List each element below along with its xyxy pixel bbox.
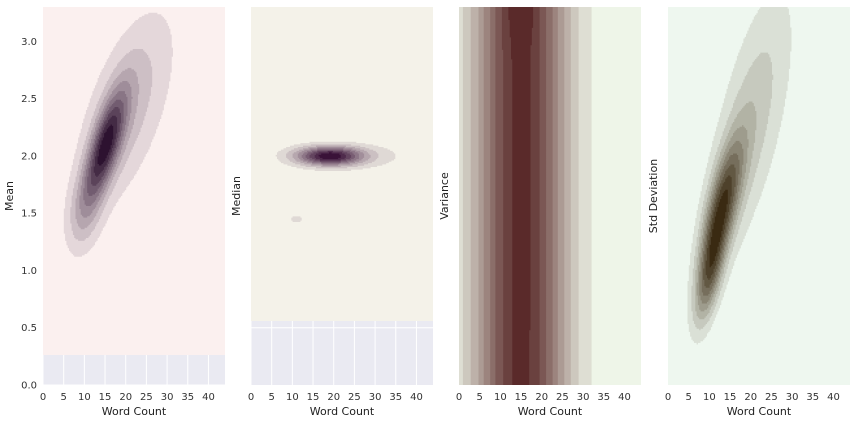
x-tick-label: 30 bbox=[577, 392, 590, 403]
x-tick-label: 0 bbox=[40, 392, 46, 403]
x-tick-label: 10 bbox=[286, 392, 299, 403]
density-contours bbox=[43, 7, 225, 355]
contour-level-9 bbox=[508, 7, 534, 385]
x-axis-label: Word Count bbox=[518, 405, 583, 418]
x-tick-label: 15 bbox=[307, 392, 320, 403]
x-tick-label: 25 bbox=[556, 392, 569, 403]
x-tick-label: 5 bbox=[60, 392, 66, 403]
y-tick-label: 0.5 bbox=[21, 323, 37, 334]
x-tick-label: 25 bbox=[765, 392, 778, 403]
x-tick-label: 40 bbox=[618, 392, 631, 403]
contour-level-9 bbox=[318, 152, 341, 160]
density-contours bbox=[251, 7, 433, 321]
y-axis-label: Std Deviation bbox=[647, 159, 660, 233]
x-tick-label: 35 bbox=[181, 392, 194, 403]
contour-level-9 bbox=[97, 124, 114, 166]
kde-panel-3: 0 5 10 15 20 25 30 35 40 Word Count Variance bbox=[438, 7, 641, 418]
x-tick-label: 10 bbox=[703, 392, 716, 403]
x-tick-label: 0 bbox=[456, 392, 462, 403]
x-tick-label: 5 bbox=[268, 392, 274, 403]
y-tick-label: 1.5 bbox=[21, 209, 37, 220]
x-tick-label: 25 bbox=[348, 392, 361, 403]
x-tick-label: 30 bbox=[369, 392, 382, 403]
x-axis-label: Word Count bbox=[102, 405, 167, 418]
x-tick-label: 30 bbox=[161, 392, 174, 403]
x-tick-label: 15 bbox=[515, 392, 528, 403]
x-tick-label: 15 bbox=[724, 392, 737, 403]
x-tick-label: 10 bbox=[494, 392, 507, 403]
x-tick-label: 0 bbox=[248, 392, 254, 403]
x-tick-label: 10 bbox=[78, 392, 91, 403]
x-tick-label: 35 bbox=[597, 392, 610, 403]
density-contours bbox=[459, 7, 641, 385]
y-tick-label: 2.5 bbox=[21, 94, 37, 105]
x-tick-label: 5 bbox=[685, 392, 691, 403]
x-tick-label: 35 bbox=[389, 392, 402, 403]
x-tick-label: 20 bbox=[535, 392, 548, 403]
x-tick-label: 35 bbox=[806, 392, 819, 403]
y-axis-label: Median bbox=[230, 176, 243, 216]
x-axis-label: Word Count bbox=[310, 405, 375, 418]
y-tick-label: 0.0 bbox=[21, 381, 37, 392]
contour-level-9 bbox=[709, 189, 728, 268]
x-tick-label: 30 bbox=[786, 392, 799, 403]
kde-panel-4: 0 5 10 15 20 25 30 35 40 Word Count Std Deviation bbox=[647, 7, 850, 418]
y-tick-label: 2.0 bbox=[21, 151, 37, 162]
kde-panel-2: 0 5 10 15 20 25 30 35 40 Word Count Median bbox=[230, 7, 433, 418]
y-axis-label: Variance bbox=[438, 172, 451, 220]
y-axis-label: Mean bbox=[3, 181, 16, 211]
x-tick-label: 20 bbox=[744, 392, 757, 403]
density-contours bbox=[668, 7, 850, 385]
x-tick-label: 0 bbox=[665, 392, 671, 403]
x-tick-label: 25 bbox=[140, 392, 153, 403]
x-tick-label: 40 bbox=[410, 392, 423, 403]
y-tick-label: 1.0 bbox=[21, 266, 37, 277]
x-tick-label: 20 bbox=[119, 392, 132, 403]
x-tick-label: 40 bbox=[202, 392, 215, 403]
x-tick-label: 15 bbox=[99, 392, 112, 403]
y-tick-label: 3.0 bbox=[21, 37, 37, 48]
x-tick-label: 20 bbox=[327, 392, 340, 403]
kde-panel-1: 0 5 10 15 20 25 30 35 40 0.0 0.5 1.0 1.5 2.0 2.5 3.0 Wor… bbox=[3, 7, 225, 418]
x-tick-label: 40 bbox=[827, 392, 840, 403]
x-tick-label: 5 bbox=[476, 392, 482, 403]
x-axis-label: Word Count bbox=[727, 405, 792, 418]
